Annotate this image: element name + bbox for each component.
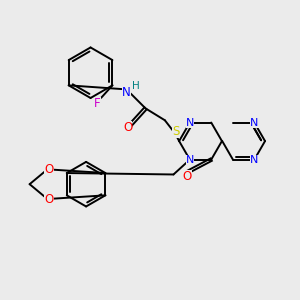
Text: F: F [94,97,101,110]
Text: N: N [122,85,130,98]
Text: N: N [186,118,194,128]
Text: N: N [250,154,259,165]
Text: O: O [123,121,132,134]
Text: O: O [182,170,192,183]
Text: H: H [132,81,140,91]
Text: N: N [186,154,194,165]
Text: S: S [172,125,179,138]
Text: O: O [44,163,54,176]
Text: O: O [44,193,54,206]
Text: N: N [250,118,259,128]
